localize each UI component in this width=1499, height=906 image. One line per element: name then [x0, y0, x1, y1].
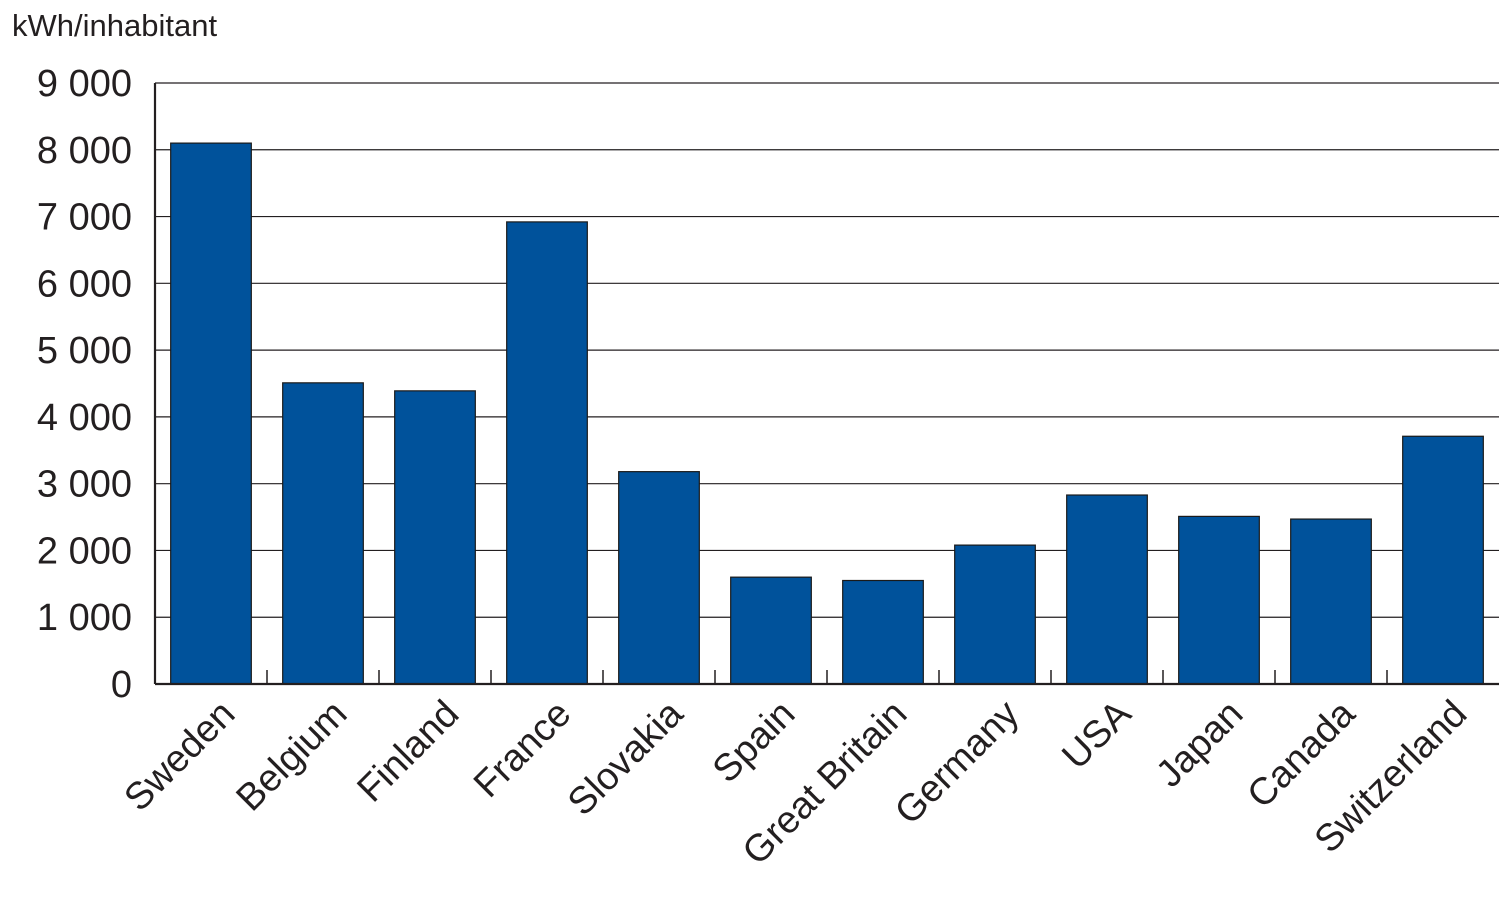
y-tick-labels: 0 1 000 2 000 3 000 4 000 5 000 6 000 7 000 8 00…	[37, 63, 132, 706]
bar	[282, 382, 364, 685]
bar	[954, 544, 1036, 685]
bar	[1066, 494, 1148, 685]
category-label: Slovakia	[560, 692, 692, 824]
bar	[394, 390, 476, 685]
bar	[1402, 435, 1484, 685]
category-label: Sweden	[117, 693, 244, 820]
y-tick-label: 1 000	[37, 597, 132, 639]
y-tick-label: 9 000	[37, 63, 132, 105]
x-tick-marks	[266, 670, 1388, 684]
bar	[1290, 518, 1372, 685]
bar	[730, 576, 812, 685]
category-label: France	[466, 693, 579, 806]
y-tick-label: 8 000	[37, 130, 132, 172]
bar	[506, 221, 588, 685]
category-label: Belgium	[229, 693, 356, 820]
y-tick-label: 4 000	[37, 397, 132, 439]
category-label: Germany	[887, 693, 1027, 833]
y-tick-label: 3 000	[37, 464, 132, 506]
category-label: Finland	[350, 693, 468, 811]
bar	[618, 471, 700, 685]
bars	[170, 142, 1484, 685]
y-axis-label: kWh/inhabitant	[12, 8, 217, 43]
bar	[170, 142, 252, 685]
category-label: Japan	[1148, 693, 1251, 796]
category-label: Spain	[705, 693, 803, 791]
y-tick-label: 6 000	[37, 263, 132, 305]
y-tick-label: 2 000	[37, 530, 132, 572]
gridlines	[155, 82, 1499, 618]
bar	[842, 579, 924, 685]
bar	[1178, 515, 1260, 685]
y-tick-label: 5 000	[37, 330, 132, 372]
y-tick-label: 0	[111, 664, 132, 706]
y-tick-label: 7 000	[37, 197, 132, 239]
category-label: USA	[1054, 692, 1139, 777]
